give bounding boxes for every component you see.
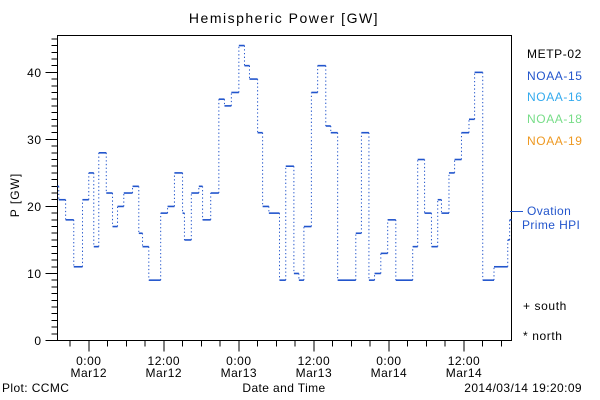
plus-marker-icon: + — [523, 299, 531, 313]
x-tick-label-time: 0:00 — [76, 354, 101, 368]
ovation-label-line1: Ovation — [527, 204, 572, 218]
x-tick-label-time: 0:00 — [226, 354, 251, 368]
x-tick-label-date: Mar14 — [446, 366, 483, 380]
x-tick-label-date: Mar12 — [146, 366, 183, 380]
x-tick-label-time: 12:00 — [148, 354, 181, 368]
x-tick-label-time: 12:00 — [298, 354, 331, 368]
y-tick-label: 30 — [27, 133, 41, 147]
line-sample-icon — [510, 211, 523, 213]
axes — [45, 35, 512, 352]
legend-ovation-prime-hpi: Ovation Prime HPI — [510, 204, 600, 232]
legend-item-noaa-15: NOAA-15 — [527, 68, 583, 83]
tick-labels: 0102030400:00Mar1212:00Mar120:00Mar1312:… — [27, 66, 482, 380]
legend-south-marker: + south — [523, 299, 567, 313]
y-tick-label: 20 — [27, 200, 41, 214]
hpi-step-line — [57, 44, 512, 281]
y-tick-label: 10 — [27, 267, 41, 281]
asterisk-marker-icon: * — [523, 329, 529, 343]
ovation-label-line2: Prime HPI — [522, 217, 581, 232]
legend-item-noaa-19: NOAA-19 — [527, 133, 583, 148]
y-tick-label: 40 — [27, 66, 41, 80]
footer-timestamp: 2014/03/14 19:20:09 — [464, 381, 582, 395]
x-tick-label-time: 0:00 — [376, 354, 401, 368]
x-tick-label-date: Mar13 — [221, 366, 258, 380]
x-tick-label-time: 12:00 — [448, 354, 481, 368]
legend-item-metp-02: METP-02 — [527, 47, 582, 61]
legend-item-noaa-16: NOAA-16 — [527, 90, 583, 105]
chart-title: Hemispheric Power [GW] — [188, 10, 380, 26]
x-axis-title: Date and Time — [242, 381, 326, 395]
satellite-legend: METP-02 NOAA-15 NOAA-16 NOAA-18 NOAA-19 — [527, 47, 583, 155]
x-tick-label-date: Mar14 — [371, 366, 408, 380]
y-tick-label: 0 — [34, 334, 41, 348]
x-tick-label-date: Mar12 — [71, 366, 108, 380]
footer-plot-source: Plot: CCMC — [2, 381, 70, 395]
legend-item-noaa-18: NOAA-18 — [527, 112, 583, 127]
legend-north-marker: * north — [523, 329, 563, 343]
plot-box — [57, 35, 512, 341]
x-tick-label-date: Mar13 — [296, 366, 333, 380]
